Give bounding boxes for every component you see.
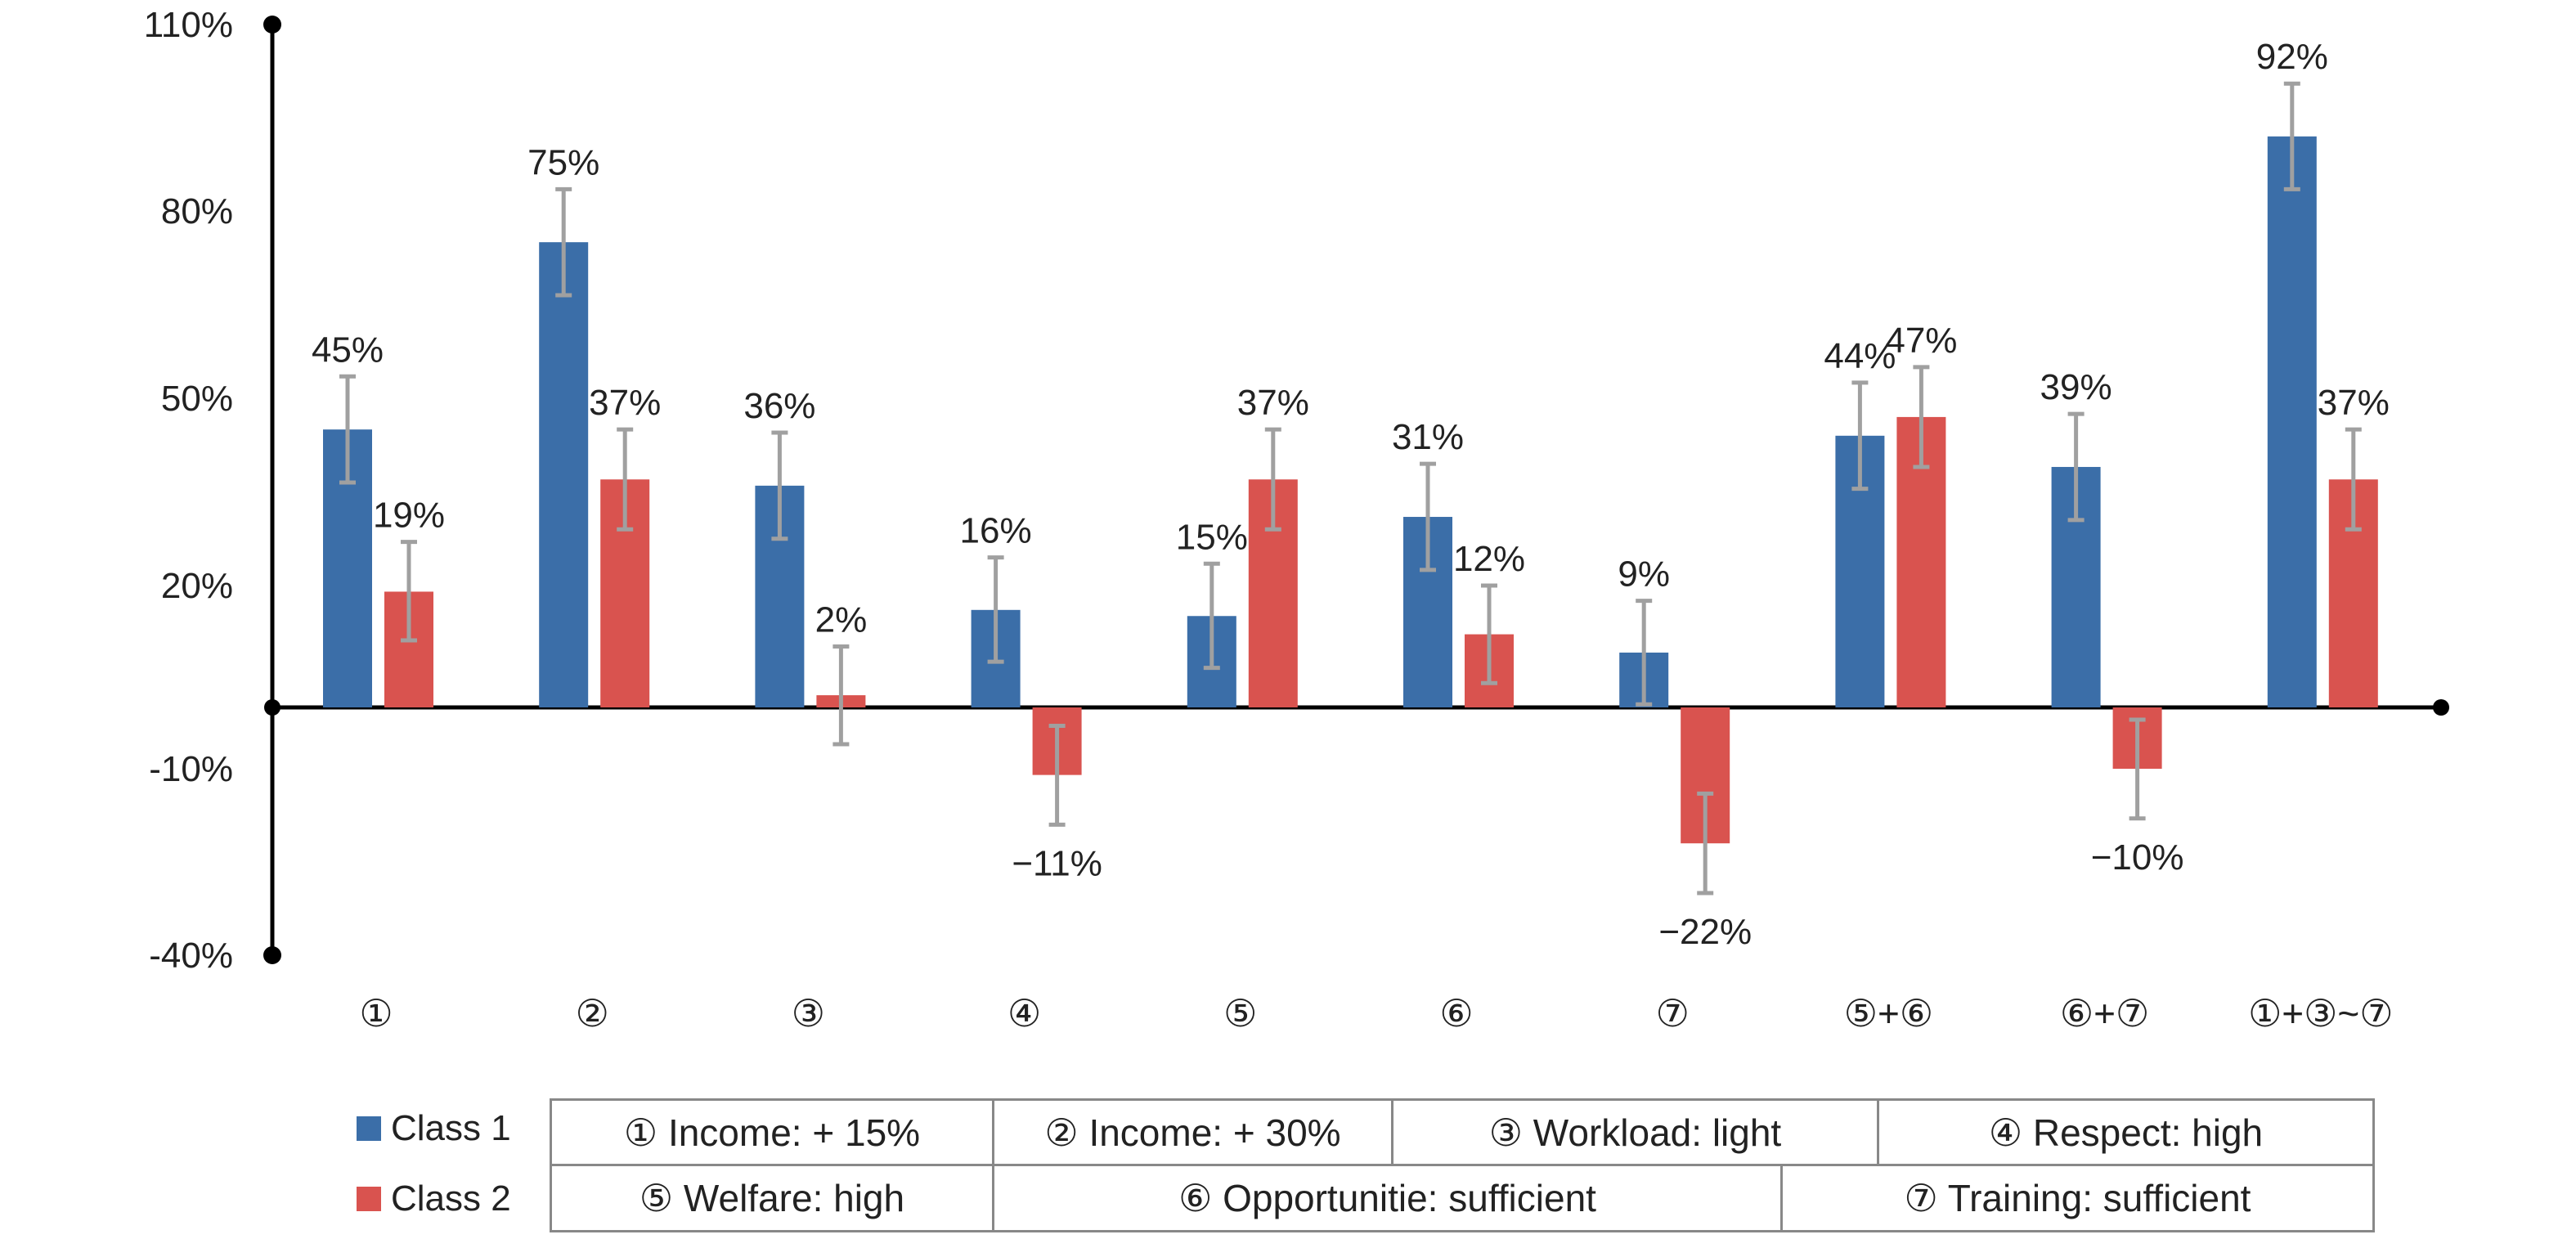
y-axis-bottom-end [263,946,281,964]
y-tick-label: 110% [144,5,233,45]
category-label: ⑤+⑥ [1844,992,1933,1035]
legend-item-class-2: Class 2 [357,1168,511,1230]
key-cell-training: ⑦ Training: sufficient [1780,1166,2372,1230]
y-tick-label: 80% [161,191,233,231]
data-label-class-2-1: 19% [373,496,445,536]
legend-swatch-class-2 [357,1187,381,1211]
legend-label-class-2: Class 2 [391,1178,511,1219]
y-tick-label: -10% [149,749,233,789]
category-label: ⑦ [1656,992,1690,1035]
data-label-class-1-1: 45% [312,330,384,370]
bar-class-1-2 [539,242,589,708]
category-label: ⑥ [1439,992,1473,1035]
data-label-class-1-4: 16% [960,511,1032,551]
data-label-class-1-2: 75% [527,142,599,182]
key-table-row-2: ⑤ Welfare: high ⑥ Opportunitie: sufficie… [552,1166,2372,1230]
bar-class-1-10 [2267,136,2317,708]
y-tick-label: 20% [161,566,233,606]
legend-swatch-class-1 [357,1116,381,1141]
key-cell-income-15: ① Income: + 15% [623,1111,921,1154]
data-label-class-1-8: 44% [1824,336,1896,376]
data-label-class-2-10: 37% [2318,383,2390,423]
key-cell-workload: ③ Workload: light [1391,1101,1877,1164]
data-label-class-1-6: 31% [1392,417,1464,457]
data-label-class-1-9: 39% [2040,367,2112,407]
data-label-class-1-3: 36% [743,386,815,426]
key-cell-opportunitie: ⑥ Opportunitie: sufficient [992,1166,1780,1230]
legend-item-class-1: Class 1 [357,1098,511,1160]
data-label-class-2-2: 37% [589,383,661,423]
data-label-class-2-4: −11% [1012,843,1102,883]
data-label-class-1-7: 9% [1618,554,1670,595]
data-label-class-1-5: 15% [1176,517,1248,557]
category-label: ⑤ [1223,992,1257,1035]
data-label-class-2-8: 47% [1885,321,1957,361]
category-label: ③ [792,992,825,1035]
data-label-class-2-6: 12% [1453,539,1525,579]
y-tick-label: 50% [161,379,233,419]
x-axis-left-end [264,699,280,716]
key-cell-welfare: ⑤ Welfare: high [639,1177,905,1219]
data-label-class-2-9: −10% [2091,837,2184,878]
key-cell-income-30: ② Income: + 30% [992,1101,1391,1164]
condition-key-table: ① Income: + 15% ② Income: + 30% ③ Worklo… [550,1098,2375,1232]
key-table-row-1: ① Income: + 15% ② Income: + 30% ③ Worklo… [552,1101,2372,1166]
category-label: ① [359,992,393,1035]
key-cell-respect: ④ Respect: high [1877,1101,2372,1164]
category-label: ② [576,992,609,1035]
category-label: ⑥+⑦ [2060,992,2149,1035]
y-axis-top-end [263,16,281,34]
category-label: ①+③~⑦ [2248,992,2393,1035]
data-label-class-2-5: 37% [1237,383,1309,423]
legend-label-class-1: Class 1 [391,1108,511,1148]
data-label-class-2-7: −22% [1658,912,1752,952]
data-label-class-1-10: 92% [2256,37,2328,77]
data-label-class-2-3: 2% [815,600,868,640]
y-tick-label: -40% [149,936,233,976]
x-axis-right-end [2433,699,2449,716]
category-label: ④ [1008,992,1041,1035]
